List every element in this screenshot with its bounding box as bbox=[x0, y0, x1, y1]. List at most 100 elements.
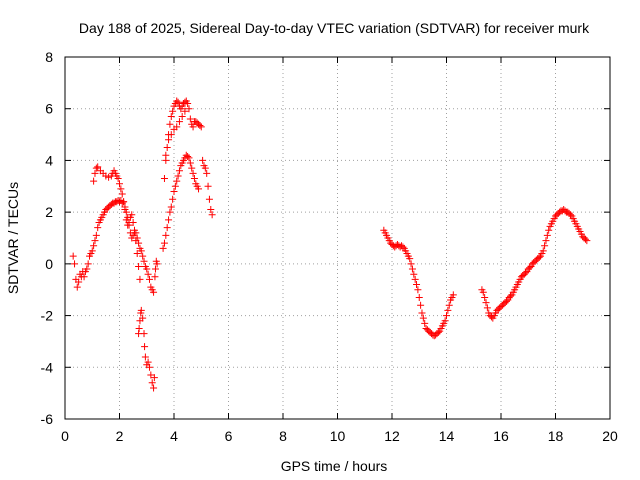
x-tick-label: 6 bbox=[225, 428, 233, 444]
grid-layer bbox=[65, 57, 610, 419]
data-point bbox=[207, 206, 215, 214]
data-point bbox=[166, 208, 174, 216]
data-point bbox=[92, 164, 100, 172]
data-point bbox=[444, 306, 452, 314]
data-point bbox=[542, 237, 550, 245]
chart-title: Day 188 of 2025, Sidereal Day-to-day VTE… bbox=[79, 20, 590, 36]
data-point bbox=[167, 131, 175, 139]
data-point bbox=[417, 301, 425, 309]
data-point bbox=[543, 231, 551, 239]
data-point bbox=[88, 247, 96, 255]
data-point bbox=[170, 187, 178, 195]
data-point bbox=[135, 262, 143, 270]
data-point bbox=[163, 144, 171, 151]
data-point bbox=[174, 172, 182, 180]
data-point bbox=[139, 252, 147, 260]
data-point bbox=[144, 270, 152, 278]
data-point bbox=[184, 100, 192, 108]
data-point bbox=[414, 286, 422, 294]
x-tick-label: 14 bbox=[439, 428, 455, 444]
data-point bbox=[535, 253, 543, 261]
x-tick-label: 8 bbox=[279, 428, 287, 444]
x-tick-label: 20 bbox=[602, 428, 618, 444]
data-point bbox=[129, 218, 137, 226]
data-point bbox=[84, 260, 92, 268]
data-point bbox=[196, 122, 204, 130]
data-points bbox=[69, 97, 591, 392]
data-point bbox=[185, 154, 193, 162]
data-point bbox=[94, 163, 102, 171]
data-point bbox=[114, 175, 122, 183]
data-point bbox=[121, 206, 129, 214]
data-point bbox=[141, 353, 149, 361]
data-point bbox=[145, 363, 153, 371]
data-point bbox=[419, 314, 427, 322]
data-point bbox=[173, 123, 181, 131]
data-point bbox=[90, 177, 98, 185]
data-point bbox=[482, 299, 490, 307]
data-point bbox=[169, 107, 177, 115]
data-point bbox=[205, 195, 213, 203]
x-tick-label: 2 bbox=[116, 428, 124, 444]
data-point bbox=[160, 175, 168, 183]
data-point bbox=[133, 250, 141, 258]
data-point bbox=[165, 216, 173, 224]
data-point bbox=[545, 226, 553, 234]
plot-frame bbox=[64, 56, 611, 420]
data-point bbox=[150, 384, 158, 392]
y-tick-label: -2 bbox=[41, 308, 54, 324]
data-point bbox=[481, 293, 489, 301]
y-tick-label: -6 bbox=[41, 411, 54, 427]
data-point bbox=[199, 156, 207, 164]
y-tick-label: 8 bbox=[45, 49, 53, 65]
data-point bbox=[174, 98, 182, 106]
y-tick-label: -4 bbox=[41, 359, 54, 375]
data-point bbox=[132, 237, 140, 245]
x-tick-label: 16 bbox=[493, 428, 509, 444]
data-point bbox=[136, 275, 144, 283]
data-point bbox=[483, 304, 491, 312]
data-point bbox=[165, 136, 173, 144]
data-point bbox=[130, 229, 138, 237]
data-point bbox=[195, 185, 203, 193]
data-point bbox=[526, 264, 534, 272]
data-point bbox=[167, 112, 175, 120]
data-point bbox=[90, 242, 98, 250]
data-point bbox=[208, 211, 216, 219]
x-tick-label: 18 bbox=[548, 428, 564, 444]
data-point bbox=[190, 175, 198, 183]
data-point bbox=[197, 123, 205, 131]
data-point bbox=[539, 247, 547, 255]
data-point bbox=[118, 190, 126, 198]
data-point bbox=[128, 211, 136, 219]
data-point bbox=[507, 292, 515, 300]
data-point bbox=[145, 275, 153, 283]
data-point bbox=[151, 273, 159, 281]
data-point bbox=[91, 169, 99, 177]
data-point bbox=[144, 358, 152, 366]
y-tick-label: 4 bbox=[45, 152, 53, 168]
x-tick-label: 10 bbox=[330, 428, 346, 444]
data-point bbox=[479, 288, 487, 296]
data-point bbox=[160, 239, 168, 247]
data-point bbox=[171, 182, 179, 190]
data-point bbox=[522, 269, 530, 277]
x-axis-label: GPS time / hours bbox=[281, 458, 388, 474]
x-tick-label: 0 bbox=[61, 428, 69, 444]
data-point bbox=[434, 328, 442, 336]
ticks-layer: 0 2 4 6 8 10 12 14 16 18 20 -6 -4 -2 0 2 4 6 8 bbox=[41, 49, 618, 444]
data-point bbox=[181, 107, 189, 115]
data-point bbox=[69, 252, 77, 260]
data-point bbox=[166, 120, 174, 128]
data-point bbox=[186, 115, 194, 123]
data-point bbox=[80, 273, 88, 281]
data-point bbox=[169, 195, 177, 203]
data-point bbox=[159, 244, 167, 252]
data-point bbox=[141, 343, 149, 351]
data-point bbox=[407, 260, 415, 268]
data-point bbox=[415, 293, 423, 301]
data-point bbox=[140, 257, 148, 265]
data-point bbox=[120, 198, 128, 206]
data-point bbox=[443, 312, 450, 320]
